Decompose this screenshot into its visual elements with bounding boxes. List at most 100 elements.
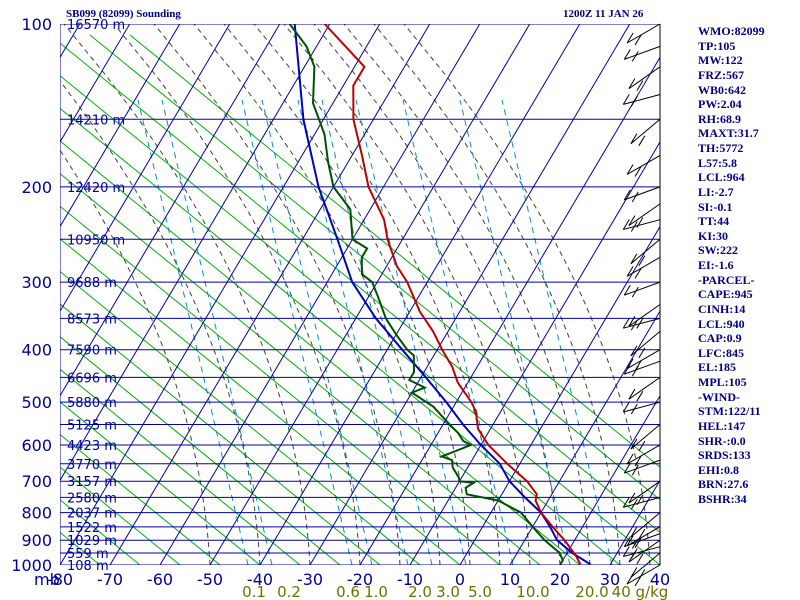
wind-barb <box>623 186 661 203</box>
index-item: SI:-0.1 <box>698 199 733 214</box>
index-item: MAXT:31.7 <box>698 126 759 141</box>
mixing-ratio-label: 40 g/kg <box>612 583 669 600</box>
mixing-ratio-line <box>261 99 373 565</box>
mixing-ratio-line <box>355 99 467 565</box>
mixing-ratio-label: 20.0 <box>575 583 608 600</box>
temp-tick-10: 10 <box>500 570 520 589</box>
mixing-ratio-line <box>241 99 353 565</box>
index-item: STM:122/11 <box>698 404 761 419</box>
index-item: EI:-1.6 <box>698 258 734 272</box>
dry-adiabat <box>60 172 541 565</box>
isotherm <box>60 24 131 143</box>
wind-barb <box>630 512 661 540</box>
mixing-ratio-label: 2.0 <box>408 583 432 600</box>
pressure-tick-1000: 1000 <box>11 556 52 575</box>
dry-adiabat <box>129 34 660 468</box>
mixing-ratio-label: 0.1 <box>242 583 266 600</box>
index-item: MW:122 <box>698 53 743 68</box>
height-label: 1029 m <box>67 534 117 549</box>
dry-adiabat <box>60 303 381 565</box>
wind-barb <box>628 66 661 91</box>
wind-barb <box>626 155 661 177</box>
index-item: SHR-:0.0 <box>698 433 746 448</box>
temp-tick-30: 30 <box>600 570 620 589</box>
wind-barb <box>628 304 661 329</box>
height-label: 10950 m <box>67 233 125 248</box>
isotherm <box>60 24 331 482</box>
index-item: TT:44 <box>698 214 730 229</box>
index-item: LI:-2.7 <box>698 184 734 199</box>
temp-tick--40: -40 <box>247 570 273 589</box>
mixing-ratio-label: 10.0 <box>516 583 549 600</box>
indices-panel: WMO:82099 TP:105 MW:122 FRZ:567 WB0:642 PW:2.… <box>698 24 800 507</box>
wind-barb <box>626 564 661 587</box>
mixing-ratio-line <box>321 99 433 565</box>
wind-barb <box>623 45 661 62</box>
wind-barb <box>623 281 661 298</box>
height-label: 2037 m <box>67 507 117 522</box>
moist-adiabat <box>343 24 591 565</box>
pressure-tick-400: 400 <box>21 341 52 360</box>
height-label: 8573 m <box>67 312 117 327</box>
mixing-ratio-label: 0.2 <box>277 583 301 600</box>
index-item: KI:30 <box>698 228 728 243</box>
index-item: -PARCEL- <box>698 272 755 287</box>
isotherm <box>409 141 660 565</box>
pressure-tick-200: 200 <box>21 178 52 197</box>
wind-barb <box>626 526 661 549</box>
dry-adiabat <box>60 368 301 565</box>
mixing-ratio-label: 3.0 <box>436 583 460 600</box>
index-item: HEL:147 <box>698 418 746 433</box>
index-item: BSHR:34 <box>698 492 747 506</box>
index-item: EHI:0.8 <box>698 462 740 477</box>
dewpoint-line <box>288 24 564 565</box>
isotherm <box>259 24 581 565</box>
height-label: 3770 m <box>67 458 117 473</box>
wind-barb <box>622 94 661 107</box>
moist-adiabat <box>223 24 471 565</box>
height-label: 5125 m <box>67 419 117 434</box>
temperature-line <box>323 24 582 565</box>
height-label: 6696 m <box>67 371 117 386</box>
wind-barb <box>622 546 661 559</box>
dry-adiabat <box>60 336 341 565</box>
mixing-ratio-line <box>459 99 571 565</box>
height-label: 9688 m <box>67 276 117 291</box>
parcel-path-line <box>293 24 591 565</box>
index-item: LCL:964 <box>698 170 745 185</box>
isotherm <box>60 24 231 313</box>
index-item: TH:5772 <box>698 141 744 155</box>
pressure-tick-800: 800 <box>21 504 52 523</box>
index-item: FRZ:567 <box>698 67 744 82</box>
mixing-ratio-line <box>501 99 613 565</box>
wind-barb <box>630 118 661 146</box>
isotherm <box>559 394 660 565</box>
isotherm <box>209 24 531 565</box>
wind-barb <box>622 496 661 510</box>
mixing-ratio-line <box>161 99 273 565</box>
chart-series <box>288 24 591 565</box>
pressure-tick-500: 500 <box>21 393 52 412</box>
mixing-ratio-line <box>402 99 514 565</box>
pressure-tick-600: 600 <box>21 436 52 455</box>
isotherm <box>109 24 431 565</box>
height-label: 4423 m <box>67 439 117 454</box>
dry-adiabat <box>60 75 660 565</box>
mixing-ratio-line <box>137 99 249 565</box>
pressure-tick-300: 300 <box>21 273 52 292</box>
dry-adiabat <box>0 35 20 565</box>
wind-barb <box>630 238 661 266</box>
temp-tick--30: -30 <box>297 570 323 589</box>
temp-tick-20: 20 <box>550 570 570 589</box>
temp-tick-40: 40 <box>650 570 670 589</box>
pressure-unit-label: mb <box>34 570 60 589</box>
chart-background-lines <box>0 24 660 565</box>
height-label: 1522 m <box>67 521 117 536</box>
pressure-tick-100: 100 <box>21 15 52 34</box>
index-item: TP:105 <box>698 38 736 53</box>
index-item: SW:222 <box>698 243 739 258</box>
isotherm <box>309 24 631 565</box>
pressure-tick-700: 700 <box>21 472 52 491</box>
temp-tick--60: -60 <box>147 570 173 589</box>
